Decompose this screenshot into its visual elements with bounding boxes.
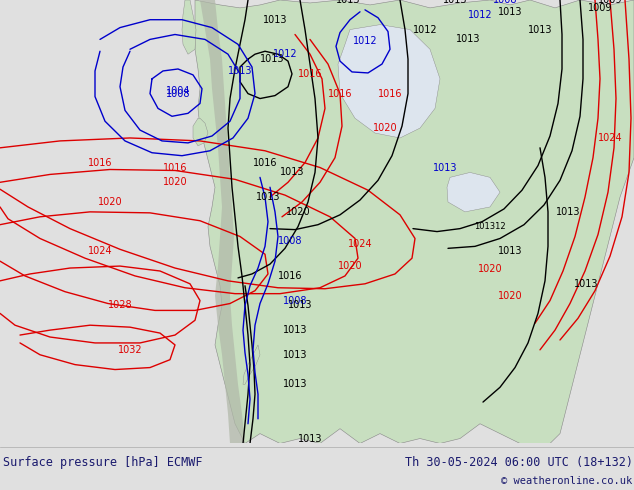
Polygon shape xyxy=(200,0,245,443)
Polygon shape xyxy=(195,0,634,443)
Text: 1013: 1013 xyxy=(498,7,522,17)
Text: 1020: 1020 xyxy=(286,207,310,217)
Text: 1009: 1009 xyxy=(588,3,612,13)
Text: 1024: 1024 xyxy=(347,240,372,249)
Text: 1016: 1016 xyxy=(163,163,187,172)
Text: 1013: 1013 xyxy=(336,0,360,5)
Text: 1020: 1020 xyxy=(498,291,522,301)
Text: 1004: 1004 xyxy=(165,86,190,96)
Text: 1012: 1012 xyxy=(468,10,493,20)
Text: 1013: 1013 xyxy=(228,66,252,76)
Text: 1020: 1020 xyxy=(98,197,122,207)
Text: Th 30-05-2024 06:00 UTC (18+132): Th 30-05-2024 06:00 UTC (18+132) xyxy=(404,456,633,468)
Text: 1008: 1008 xyxy=(278,237,302,246)
Text: 1028: 1028 xyxy=(108,300,133,311)
Text: 1012: 1012 xyxy=(353,36,377,47)
Text: 1020: 1020 xyxy=(477,264,502,274)
Text: 1016: 1016 xyxy=(378,89,402,98)
Text: 1013: 1013 xyxy=(527,24,552,35)
Text: © weatheronline.co.uk: © weatheronline.co.uk xyxy=(501,476,633,486)
Polygon shape xyxy=(193,118,208,146)
Text: 1020: 1020 xyxy=(163,177,187,187)
Text: 1020: 1020 xyxy=(373,123,398,133)
Text: 1013: 1013 xyxy=(283,379,307,390)
Text: 1008: 1008 xyxy=(165,89,190,98)
Text: 1024: 1024 xyxy=(598,133,623,143)
Text: 1009: 1009 xyxy=(598,0,622,5)
Text: 1016: 1016 xyxy=(298,69,322,79)
Text: 1012: 1012 xyxy=(413,24,437,35)
Text: 1013: 1013 xyxy=(498,246,522,256)
Text: 101312: 101312 xyxy=(474,222,506,231)
Text: 1013: 1013 xyxy=(283,325,307,335)
Text: 1013: 1013 xyxy=(443,0,467,5)
Text: 1013: 1013 xyxy=(256,192,280,202)
Text: 1013: 1013 xyxy=(298,434,322,443)
Text: 1013: 1013 xyxy=(262,15,287,24)
Text: 1013: 1013 xyxy=(556,207,580,217)
Text: 1016: 1016 xyxy=(87,158,112,168)
Text: 1013: 1013 xyxy=(280,168,304,177)
Text: 1013: 1013 xyxy=(574,279,598,289)
Text: 1013: 1013 xyxy=(433,163,457,172)
Text: 1016: 1016 xyxy=(328,89,353,98)
Text: 1020: 1020 xyxy=(338,261,362,271)
Polygon shape xyxy=(182,0,196,54)
Text: 1013: 1013 xyxy=(288,300,313,311)
Text: 1032: 1032 xyxy=(118,345,142,355)
Polygon shape xyxy=(447,172,500,212)
Text: 1016: 1016 xyxy=(253,158,277,168)
Polygon shape xyxy=(338,24,440,138)
Text: 1024: 1024 xyxy=(87,246,112,256)
Text: 1013: 1013 xyxy=(283,350,307,360)
Text: 1013: 1013 xyxy=(260,54,284,64)
Text: 1008: 1008 xyxy=(493,0,517,5)
Text: 1016: 1016 xyxy=(278,271,302,281)
Text: Surface pressure [hPa] ECMWF: Surface pressure [hPa] ECMWF xyxy=(3,456,203,468)
Text: 1012: 1012 xyxy=(273,49,297,59)
Text: 1008: 1008 xyxy=(283,295,307,306)
Text: 1013: 1013 xyxy=(456,34,480,45)
Polygon shape xyxy=(243,345,260,384)
